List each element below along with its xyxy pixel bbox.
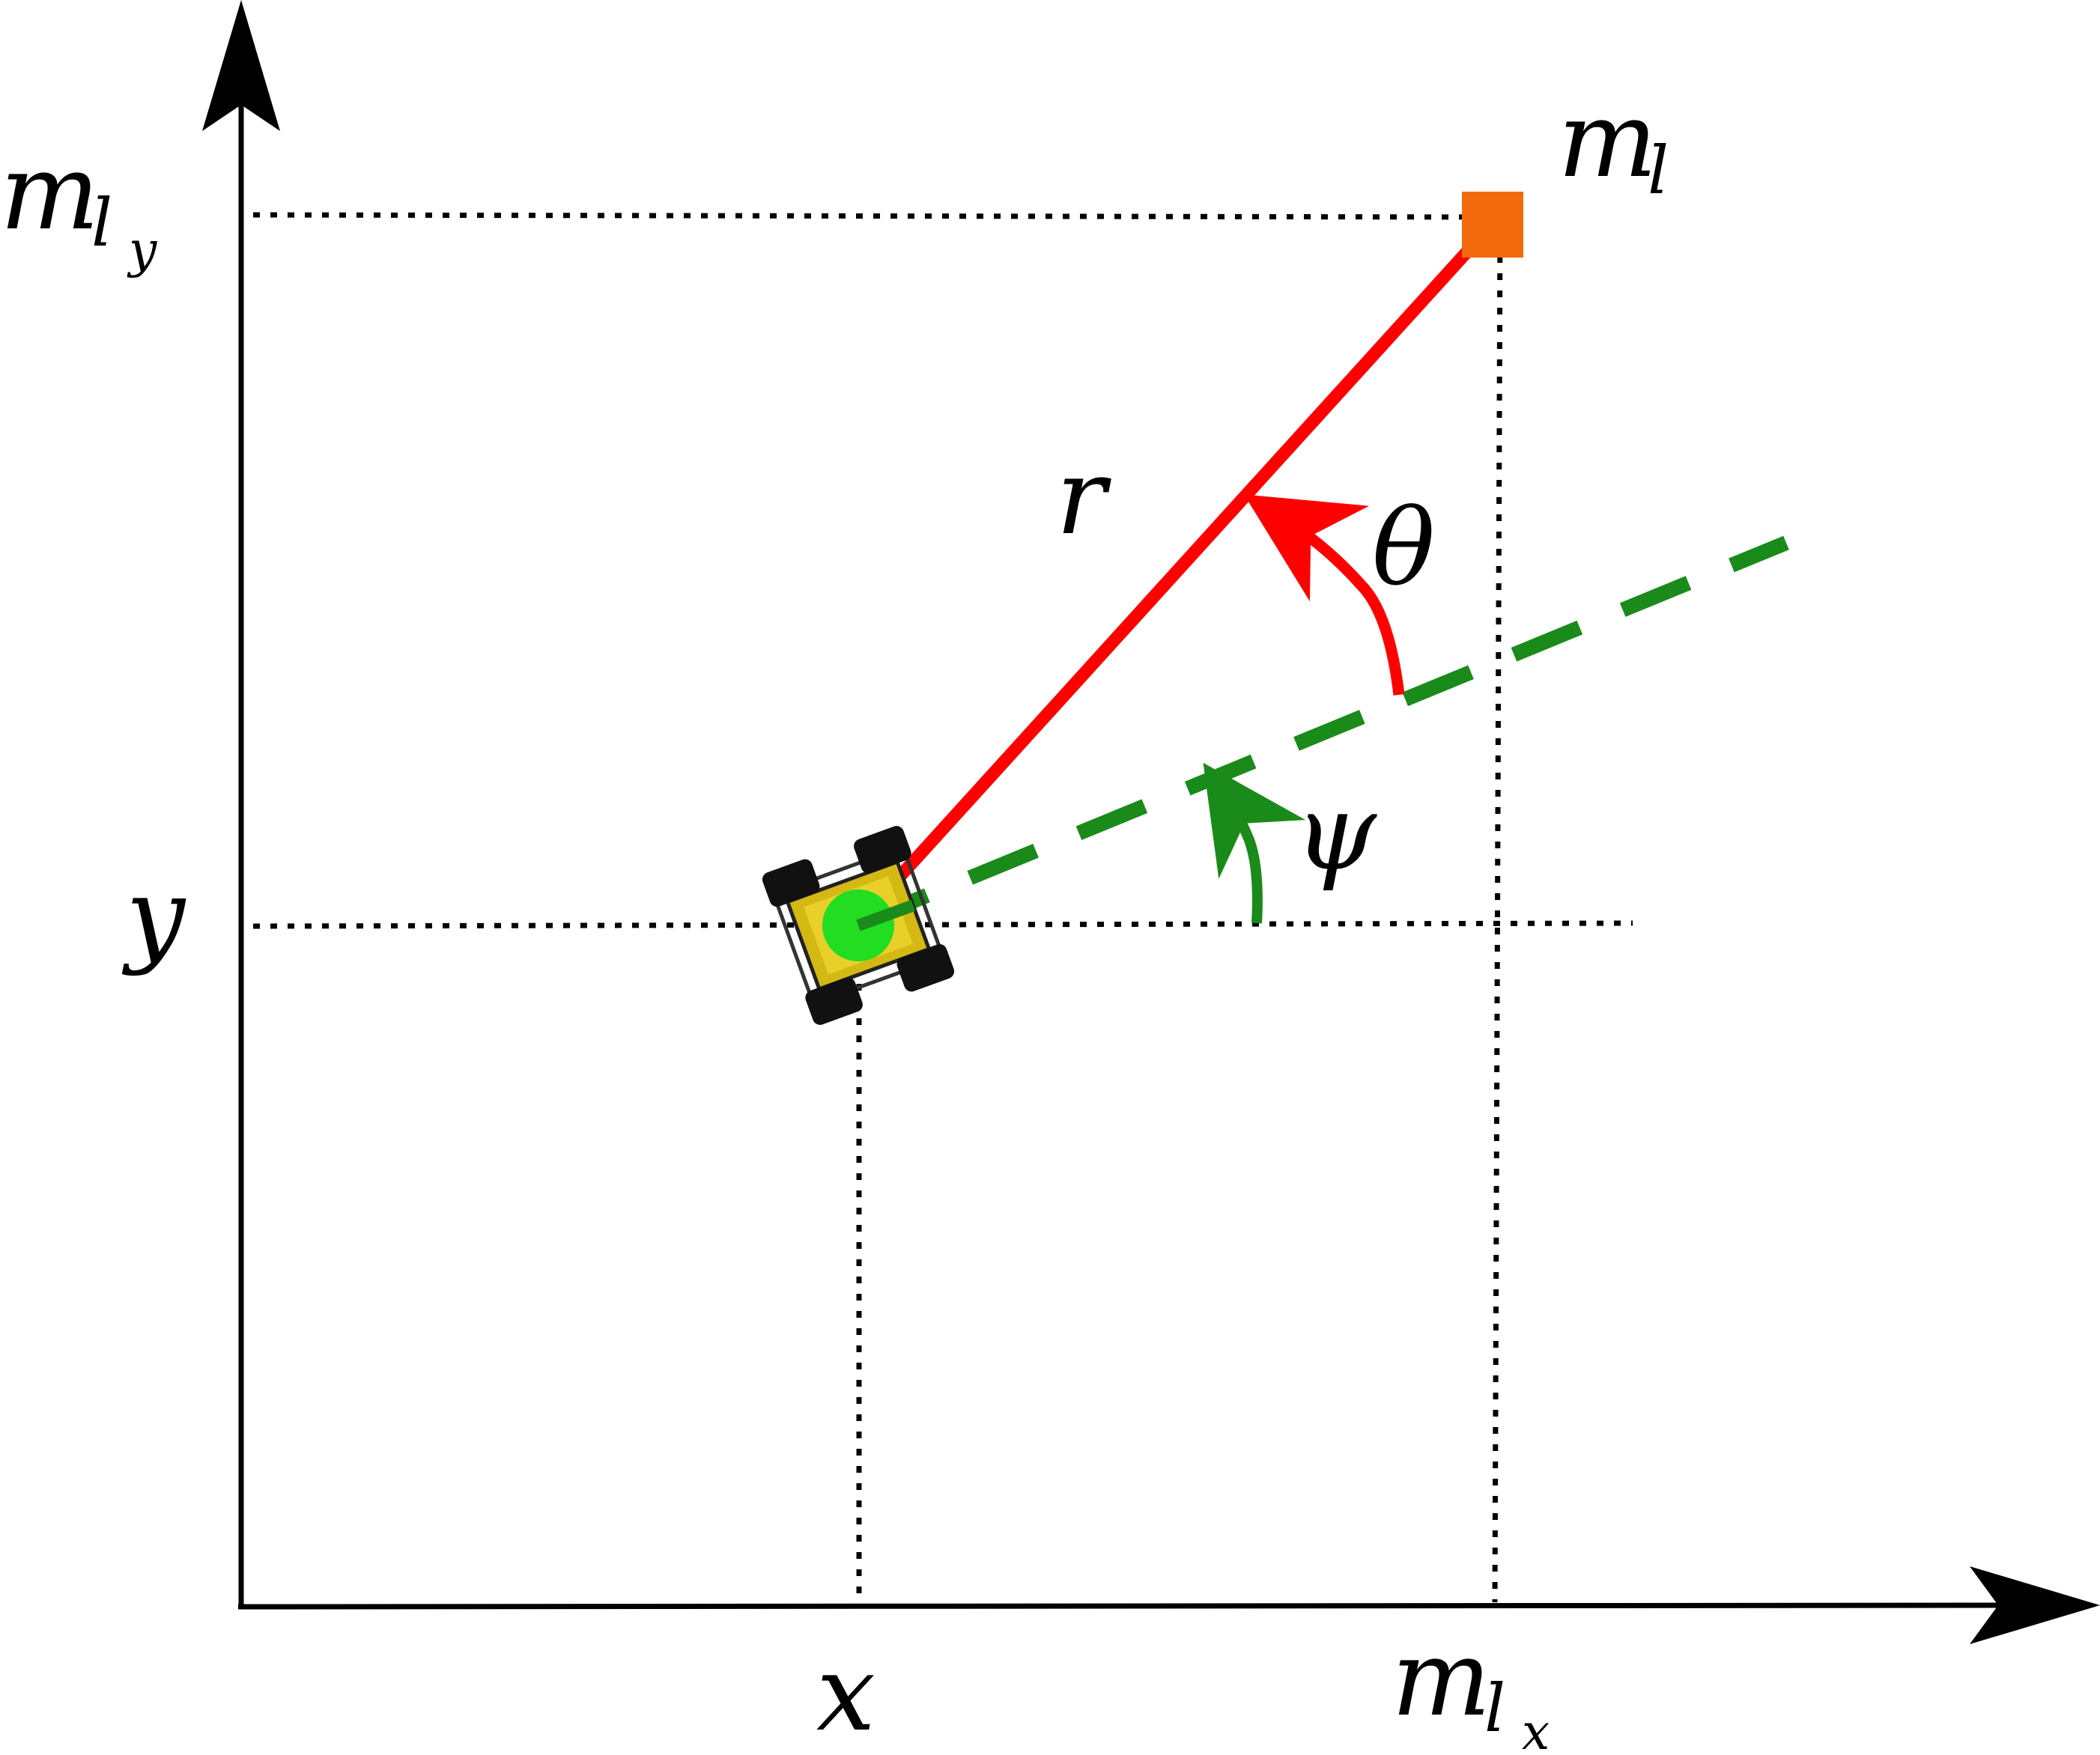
heading-label: ψ xyxy=(1294,772,1377,894)
robot-rover-icon xyxy=(762,826,955,1025)
heading-line xyxy=(858,535,1789,930)
wheel-front-left xyxy=(762,859,820,907)
landmark-y-label-subsub: y xyxy=(127,221,157,279)
range-line xyxy=(851,222,1496,929)
x-axis-arrowhead xyxy=(1970,1566,2100,1644)
range-label: r xyxy=(1056,437,1111,559)
bearing-label: θ xyxy=(1372,487,1435,609)
axes xyxy=(202,0,2100,1644)
wheel-rear-left xyxy=(805,977,863,1025)
wheel-rear-right xyxy=(896,943,955,992)
landmark-x-label-sub: l xyxy=(1484,1670,1505,1747)
heading-arc xyxy=(1203,762,1306,924)
landmark-x-label-subsub: x xyxy=(1522,1703,1550,1755)
robot-y-projection xyxy=(252,920,1633,929)
projection-lines xyxy=(252,212,1633,1603)
landmark-label: m l xyxy=(1558,79,1669,209)
landmark-x-label-main: m xyxy=(1392,1618,1491,1740)
bearing-arc xyxy=(1244,494,1405,696)
landmark-x-projection xyxy=(1492,221,1503,1603)
landmark-y-label-sub: l xyxy=(91,184,112,261)
landmark-label-main: m xyxy=(1558,79,1657,201)
robot-y-label: y xyxy=(121,856,186,978)
landmark-square-icon xyxy=(1462,192,1523,258)
landmark-x-label: m l x xyxy=(1392,1618,1550,1755)
y-axis-arrowhead xyxy=(202,0,280,131)
landmark-y-label-main: m xyxy=(0,132,100,254)
landmark-label-sub: l xyxy=(1648,132,1669,209)
robot-x-label: x xyxy=(816,1633,875,1755)
landmark-y-label: m l y xyxy=(0,132,157,279)
landmark-y-projection xyxy=(252,212,1502,220)
wheel-front-right xyxy=(854,826,911,874)
x-axis-line xyxy=(237,1602,2008,1610)
